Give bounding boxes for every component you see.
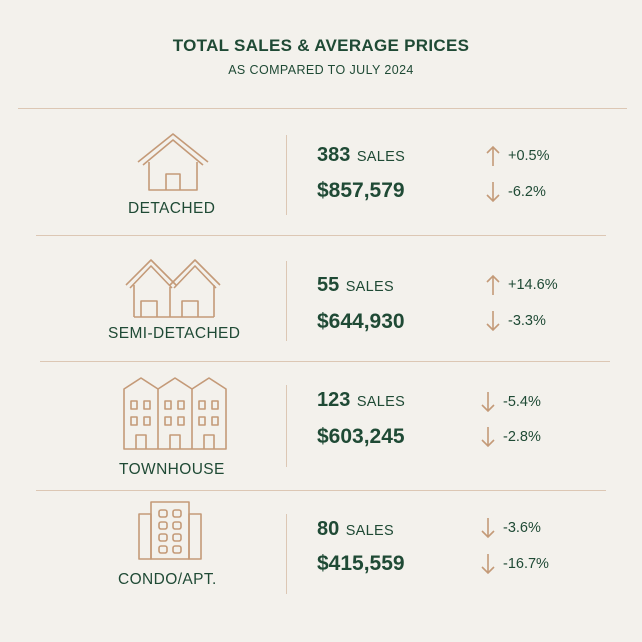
average-price: $644,930 <box>317 310 405 333</box>
row-condo-apt: CONDO/APT. 80 SALES $415,559 -3.6% -16.7… <box>0 492 642 620</box>
sales-unit: SALES <box>356 394 406 410</box>
sales-number: 383 <box>317 144 351 166</box>
sales-change: +14.6% <box>486 274 558 296</box>
arrow-down-icon <box>486 310 500 332</box>
sales-change: -3.6% <box>481 517 541 539</box>
arrow-down-icon <box>481 553 495 575</box>
sales-count: 55 SALES <box>317 274 394 297</box>
divider-1 <box>36 235 606 236</box>
sales-number: 123 <box>317 389 351 411</box>
arrow-up-icon <box>486 274 500 296</box>
sales-count: 383 SALES <box>317 144 405 167</box>
price-change-value: -6.2% <box>508 184 546 200</box>
average-price: $603,245 <box>317 425 405 448</box>
sales-count: 80 SALES <box>317 518 394 541</box>
divider-3 <box>36 490 606 491</box>
divider-2 <box>40 361 610 362</box>
type-label: SEMI-DETACHED <box>108 325 241 342</box>
price-change-value: -16.7% <box>503 556 549 572</box>
arrow-up-icon <box>486 145 500 167</box>
row-semi-detached: SEMI-DETACHED 55 SALES $644,930 +14.6% -… <box>0 237 642 365</box>
row-divider <box>286 135 287 215</box>
row-divider <box>286 261 287 341</box>
page-title: TOTAL SALES & AVERAGE PRICES <box>172 36 470 55</box>
sales-count: 123 SALES <box>317 389 405 412</box>
row-divider <box>286 514 287 594</box>
price-change: -3.3% <box>486 310 546 332</box>
condo-building-icon <box>137 500 203 560</box>
sales-unit: SALES <box>345 523 394 539</box>
townhouse-icon <box>122 375 230 451</box>
price-change-value: -2.8% <box>503 429 541 445</box>
type-label: CONDO/APT. <box>118 571 217 588</box>
type-label: DETACHED <box>128 200 216 217</box>
row-townhouse: TOWNHOUSE 123 SALES $603,245 -5.4% -2.8% <box>0 363 642 491</box>
average-price: $857,579 <box>317 179 405 202</box>
row-divider <box>286 385 287 467</box>
divider-top <box>18 108 627 109</box>
average-price: $415,559 <box>317 552 405 575</box>
sales-change-value: +0.5% <box>508 148 550 164</box>
price-change-value: -3.3% <box>508 313 546 329</box>
arrow-down-icon <box>481 517 495 539</box>
sales-change: -5.4% <box>481 391 541 413</box>
row-detached: DETACHED 383 SALES $857,579 +0.5% -6.2% <box>0 110 642 238</box>
sales-number: 55 <box>317 274 340 296</box>
semi-detached-icon <box>124 257 224 319</box>
sales-change-value: -5.4% <box>503 394 541 410</box>
price-change: -6.2% <box>486 181 546 203</box>
sales-change-value: -3.6% <box>503 520 541 536</box>
sales-unit: SALES <box>356 149 406 165</box>
house-icon <box>136 132 210 194</box>
sales-change-value: +14.6% <box>508 277 558 293</box>
type-label: TOWNHOUSE <box>119 461 225 478</box>
sales-unit: SALES <box>345 279 394 295</box>
header: TOTAL SALES & AVERAGE PRICES AS COMPARED… <box>0 36 642 77</box>
arrow-down-icon <box>481 391 495 413</box>
arrow-down-icon <box>486 181 500 203</box>
price-change: -2.8% <box>481 426 541 448</box>
price-change: -16.7% <box>481 553 549 575</box>
page-subtitle: AS COMPARED TO JULY 2024 <box>228 63 414 77</box>
sales-number: 80 <box>317 518 340 540</box>
arrow-down-icon <box>481 426 495 448</box>
sales-change: +0.5% <box>486 145 550 167</box>
